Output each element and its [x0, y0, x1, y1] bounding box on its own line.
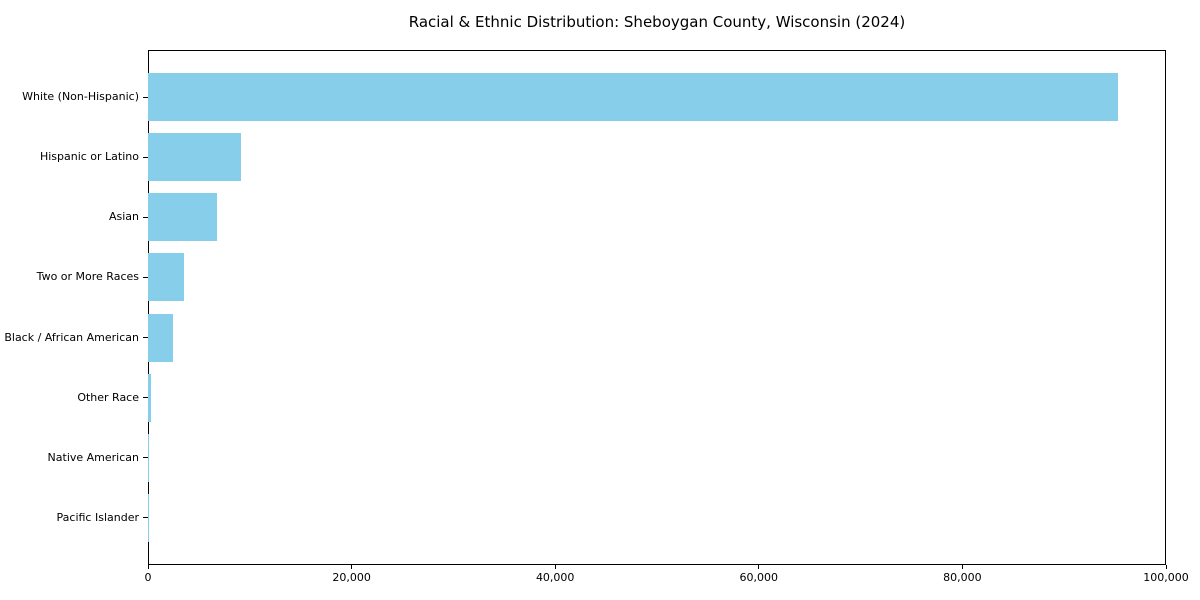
bar-native-american	[148, 433, 150, 482]
y-tick-label: Hispanic or Latino	[39, 150, 139, 164]
x-tick-label: 20,000	[332, 571, 371, 584]
y-tick-mark	[143, 517, 148, 519]
x-tick-mark	[961, 565, 963, 569]
x-tick-label: 60,000	[739, 571, 779, 584]
x-tick-label: 0	[144, 571, 152, 584]
x-tick-mark	[1165, 565, 1167, 569]
y-tick-label: Native American	[47, 450, 139, 464]
y-tick-mark	[143, 96, 148, 98]
y-tick-mark	[143, 337, 148, 338]
bar-other-race	[148, 373, 152, 422]
x-tick-label: 80,000	[943, 571, 982, 584]
y-tick-mark	[143, 457, 148, 459]
bar-white-non-hispanic	[148, 73, 1119, 122]
x-tick-mark	[554, 565, 556, 569]
y-tick-label: White (Non-Hispanic)	[22, 90, 139, 104]
y-tick-mark	[143, 156, 148, 158]
x-tick-mark	[758, 565, 760, 569]
y-tick-label: Asian	[108, 210, 139, 224]
y-tick-mark	[143, 276, 148, 278]
y-tick-label: Pacific Islander	[56, 510, 139, 524]
y-tick-mark	[143, 216, 148, 218]
x-tick-mark	[351, 565, 353, 569]
chart-title: Racial & Ethnic Distribution: Sheboygan …	[408, 13, 906, 31]
y-tick-mark	[143, 397, 148, 399]
bar-black-african-american	[148, 313, 174, 362]
y-tick-label: Black / African American	[4, 330, 139, 344]
x-tick-mark	[147, 565, 149, 569]
x-tick-label: 40,000	[535, 571, 575, 584]
bar-two-or-more-races	[148, 253, 184, 302]
bar-hispanic-or-latino	[148, 133, 241, 182]
bar-asian	[148, 193, 218, 242]
y-tick-label: Other Race	[77, 390, 139, 404]
y-tick-label: Two or More Races	[36, 270, 139, 284]
plot-area	[148, 50, 1166, 565]
x-tick-label: 100,000	[1143, 571, 1189, 584]
